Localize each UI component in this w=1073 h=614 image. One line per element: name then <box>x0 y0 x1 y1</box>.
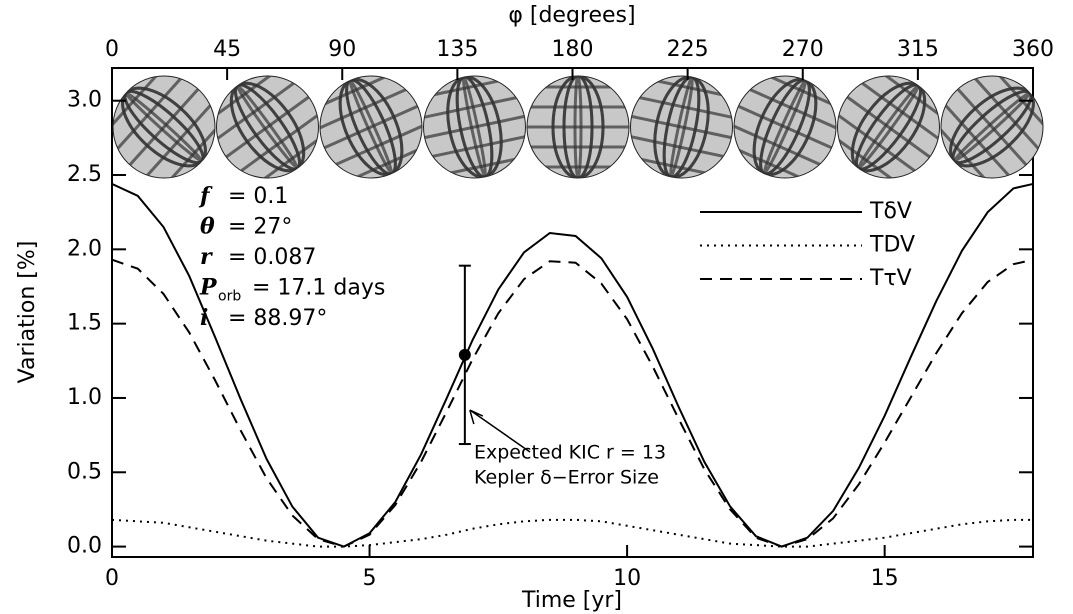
parallel <box>237 111 322 175</box>
x2-tick-label: 315 <box>897 37 939 62</box>
legend-label: TδV <box>869 199 912 224</box>
meridian <box>562 76 594 178</box>
sphere-grid <box>822 63 955 191</box>
x2-tick-label: 225 <box>667 37 709 62</box>
meridian <box>121 86 207 168</box>
y-tick-label: 2.5 <box>67 162 102 187</box>
meridian <box>338 77 404 177</box>
parallel <box>420 95 521 120</box>
series-line <box>111 182 1034 548</box>
top-axis-title: φ [degrees] <box>508 3 635 28</box>
param-value: = 17.1 days <box>252 276 385 301</box>
y-tick-label: 1.5 <box>67 311 102 336</box>
meridian <box>229 81 306 173</box>
parallel <box>858 79 943 143</box>
parallel <box>331 123 427 168</box>
sphere-illustration <box>927 61 1057 193</box>
sphere-illustration <box>822 63 955 191</box>
arrow <box>469 409 531 453</box>
sphere-grid <box>622 75 741 179</box>
sphere-grid <box>99 61 229 193</box>
error-point <box>458 348 471 361</box>
meridian <box>551 76 605 178</box>
x-tick-label: 15 <box>871 566 899 591</box>
param-symbol: f <box>198 183 213 209</box>
sphere-illustration <box>201 63 334 191</box>
annotation: Kepler δ−Error Size <box>474 467 659 489</box>
sphere-illustration <box>307 68 435 186</box>
x-tick-label: 10 <box>613 566 641 591</box>
parallel <box>729 123 825 168</box>
sphere-illustration <box>99 61 229 193</box>
y-tick-label: 1.0 <box>67 385 102 410</box>
parallel <box>971 74 1043 153</box>
sphere-illustration <box>526 75 630 179</box>
param-value: = 0.1 <box>228 184 288 209</box>
x-tick-label: 0 <box>105 566 119 591</box>
x2-tick-label: 45 <box>213 37 241 62</box>
legend-label: TDV <box>869 233 915 258</box>
series-line <box>111 258 1034 548</box>
param-symbol: θ <box>200 214 215 240</box>
x2-tick-label: 90 <box>328 37 356 62</box>
x2-tick-label: 135 <box>436 37 478 62</box>
param-value: = 0.087 <box>228 245 316 270</box>
parallel <box>113 74 185 153</box>
series-line <box>111 518 1033 548</box>
parallel <box>737 104 833 150</box>
sphere-illustration <box>622 75 741 179</box>
x-tick-label: 5 <box>363 566 377 591</box>
parallel <box>941 101 1013 180</box>
parallel <box>846 95 931 159</box>
parallel <box>631 114 732 140</box>
annotation: Expected KIC r = 13 <box>474 442 666 464</box>
param-symbol: r <box>200 244 213 270</box>
param-symbol: P <box>199 275 218 301</box>
parallel <box>225 95 310 159</box>
y-tick-label: 3.0 <box>67 88 102 113</box>
sphere-illustration <box>415 75 534 179</box>
parallel <box>143 101 215 180</box>
meridian <box>446 75 503 179</box>
parallel <box>424 114 525 140</box>
parallel <box>956 88 1028 166</box>
param-subscript: orb <box>218 289 241 305</box>
x2-tick-label: 360 <box>1012 37 1054 62</box>
y-axis-title: Variation [%] <box>15 241 40 384</box>
param-symbol: i <box>200 305 208 331</box>
parallel <box>635 95 736 120</box>
x2-tick-label: 270 <box>782 37 824 62</box>
param-value: = 27° <box>228 215 292 240</box>
parallel <box>315 86 411 131</box>
x2-tick-label: 180 <box>552 37 594 62</box>
y-tick-label: 0.5 <box>67 459 102 484</box>
legend-label: TτV <box>869 266 912 291</box>
meridian <box>850 81 927 173</box>
sphere-illustration <box>721 68 849 186</box>
parallel <box>213 79 298 143</box>
x-axis-title: Time [yr] <box>521 588 622 613</box>
parallel <box>428 134 529 159</box>
parallel <box>128 88 200 166</box>
param-value: = 88.97° <box>228 306 327 331</box>
parallel <box>745 86 841 131</box>
y-tick-label: 0.0 <box>67 534 102 559</box>
parallel <box>834 111 919 175</box>
x2-tick-label: 0 <box>105 37 119 62</box>
parallel <box>627 134 728 159</box>
y-tick-label: 2.0 <box>67 236 102 261</box>
parallel <box>323 104 419 150</box>
